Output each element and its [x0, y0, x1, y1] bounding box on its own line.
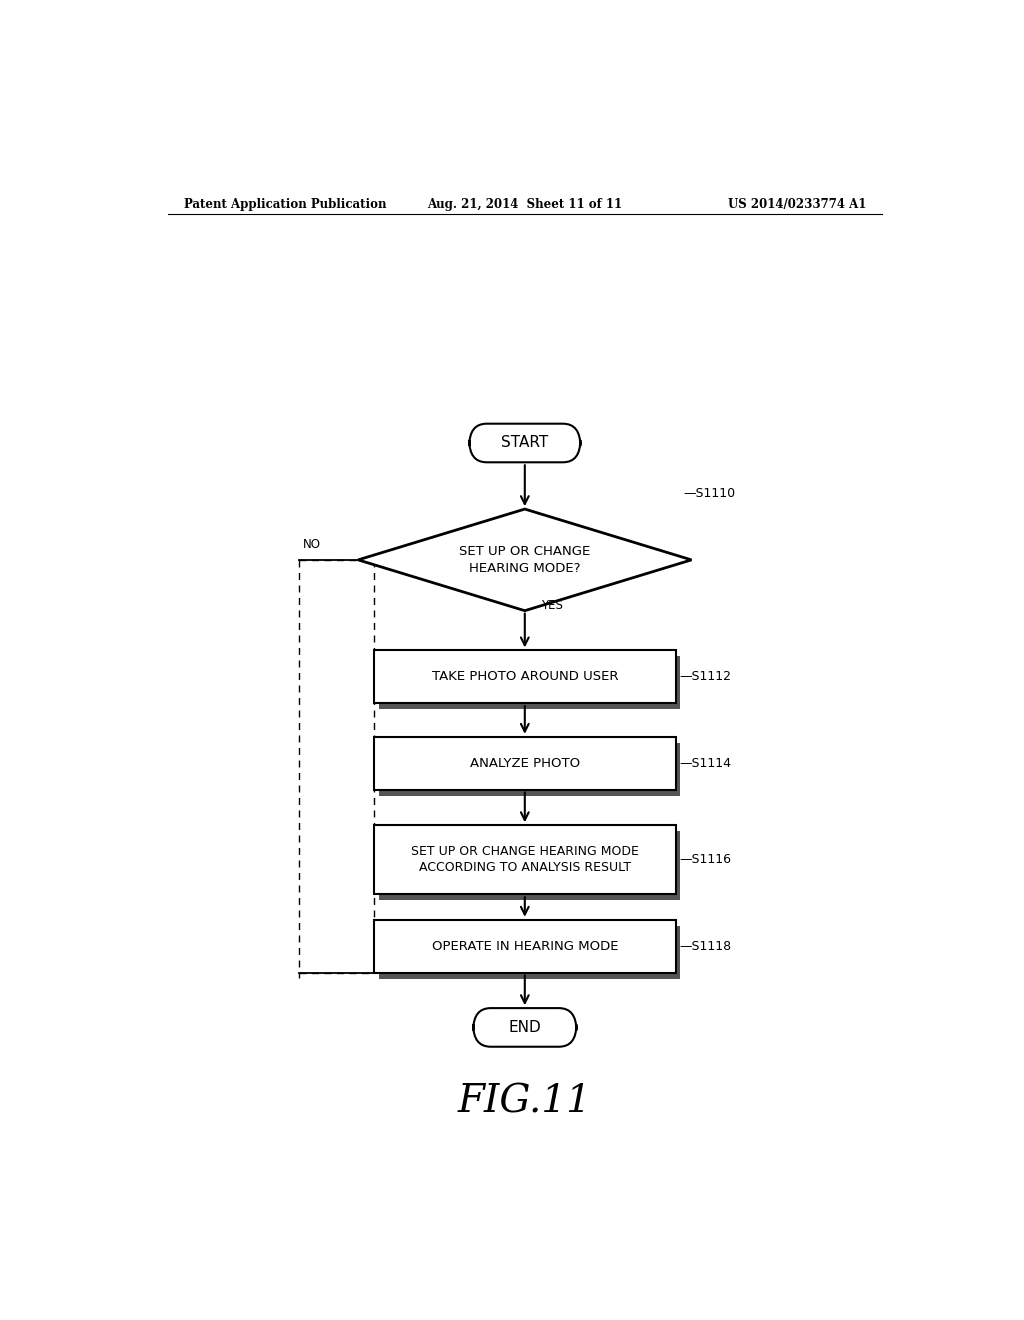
FancyBboxPatch shape — [374, 920, 676, 973]
FancyBboxPatch shape — [374, 737, 676, 789]
Text: —S1116: —S1116 — [680, 853, 731, 866]
FancyBboxPatch shape — [374, 825, 676, 894]
Polygon shape — [358, 510, 691, 611]
Text: SET UP OR CHANGE HEARING MODE
ACCORDING TO ANALYSIS RESULT: SET UP OR CHANGE HEARING MODE ACCORDING … — [411, 845, 639, 874]
Text: OPERATE IN HEARING MODE: OPERATE IN HEARING MODE — [431, 940, 618, 953]
FancyBboxPatch shape — [379, 743, 680, 796]
Text: Patent Application Publication: Patent Application Publication — [183, 198, 386, 211]
Text: US 2014/0233774 A1: US 2014/0233774 A1 — [728, 198, 866, 211]
FancyBboxPatch shape — [473, 1008, 577, 1047]
Text: END: END — [509, 1020, 541, 1035]
Text: SET UP OR CHANGE
HEARING MODE?: SET UP OR CHANGE HEARING MODE? — [459, 545, 591, 574]
Text: Aug. 21, 2014  Sheet 11 of 11: Aug. 21, 2014 Sheet 11 of 11 — [427, 198, 623, 211]
Text: NO: NO — [303, 539, 321, 552]
Text: START: START — [501, 436, 549, 450]
FancyBboxPatch shape — [379, 656, 680, 709]
Text: —S1110: —S1110 — [684, 487, 735, 500]
Text: —S1118: —S1118 — [680, 940, 732, 953]
FancyBboxPatch shape — [379, 925, 680, 978]
FancyBboxPatch shape — [469, 424, 581, 462]
Text: —S1112: —S1112 — [680, 671, 731, 684]
FancyBboxPatch shape — [374, 651, 676, 704]
Text: TAKE PHOTO AROUND USER: TAKE PHOTO AROUND USER — [431, 671, 618, 684]
Text: —S1114: —S1114 — [680, 756, 731, 770]
FancyBboxPatch shape — [379, 832, 680, 900]
Text: FIG.11: FIG.11 — [458, 1084, 592, 1121]
Text: ANALYZE PHOTO: ANALYZE PHOTO — [470, 756, 580, 770]
Text: YES: YES — [541, 598, 562, 611]
